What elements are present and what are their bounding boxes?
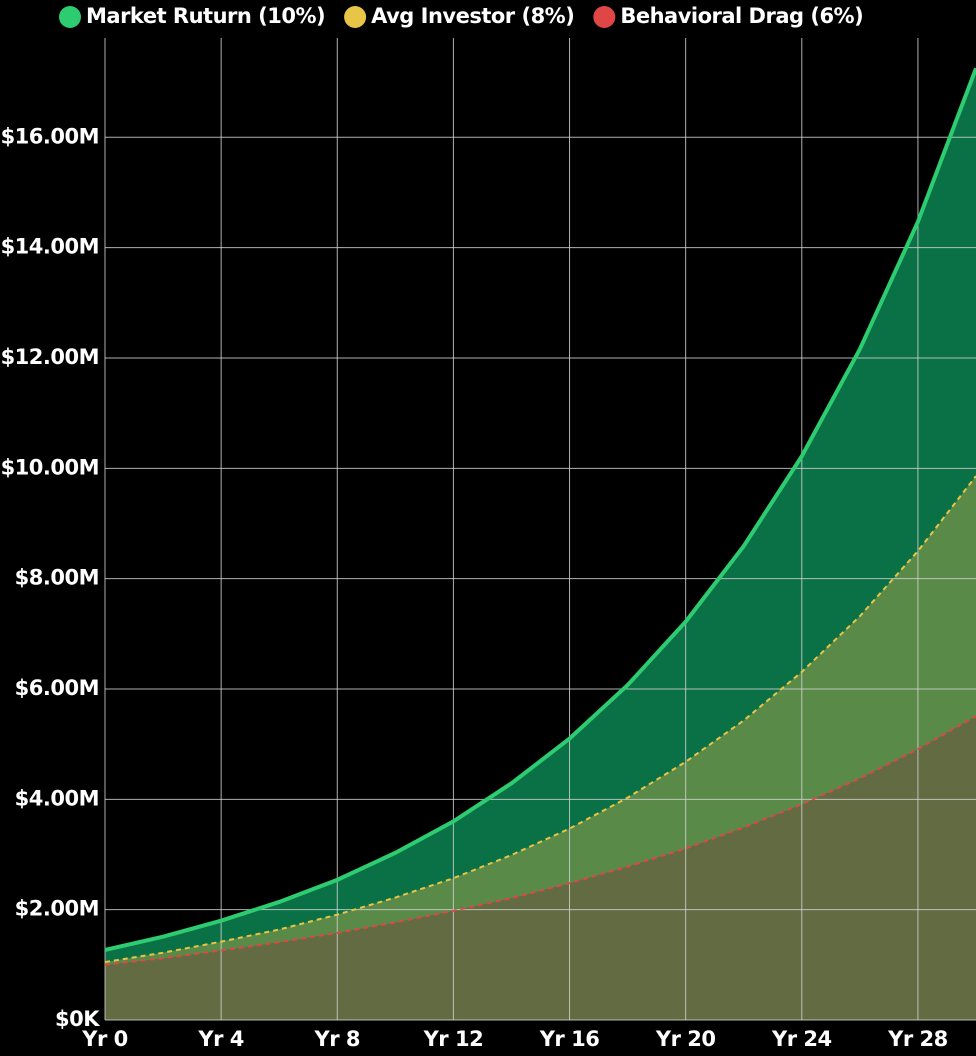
x-tick-label: Yr 4 — [197, 1027, 244, 1051]
y-tick-label: $6.00M — [15, 676, 99, 700]
series-line — [104, 475, 976, 964]
legend-label: Market Ruturn (10%) — [86, 4, 325, 28]
x-tick-label: Yr 0 — [81, 1027, 128, 1051]
x-tick-label: Yr 12 — [423, 1027, 484, 1051]
legend-label: Avg Investor (8%) — [371, 4, 574, 28]
legend-swatch — [593, 6, 616, 28]
y-tick-label: $8.00M — [15, 566, 99, 590]
series-area — [105, 716, 976, 1020]
series-line — [104, 715, 976, 966]
y-tick-label: $16.00M — [1, 124, 99, 148]
y-tick-label: $12.00M — [1, 345, 99, 369]
x-tick-label: Yr 16 — [539, 1027, 600, 1051]
x-tick-label: Yr 20 — [655, 1027, 716, 1051]
y-tick-label: $4.00M — [15, 786, 99, 810]
y-tick-label: $10.00M — [1, 455, 99, 479]
legend-swatch — [59, 6, 81, 28]
y-tick-label: $14.00M — [1, 235, 99, 259]
legend-swatch — [344, 6, 367, 28]
legend-label: Behavioral Drag (6%) — [620, 4, 863, 28]
x-tick-label: Yr 28 — [887, 1027, 948, 1051]
y-tick-label: $0K — [55, 1007, 100, 1031]
x-tick-label: Yr 24 — [771, 1027, 832, 1051]
x-tick-label: Yr 8 — [314, 1027, 361, 1051]
series-line — [104, 67, 976, 952]
y-tick-label: $2.00M — [15, 897, 99, 921]
